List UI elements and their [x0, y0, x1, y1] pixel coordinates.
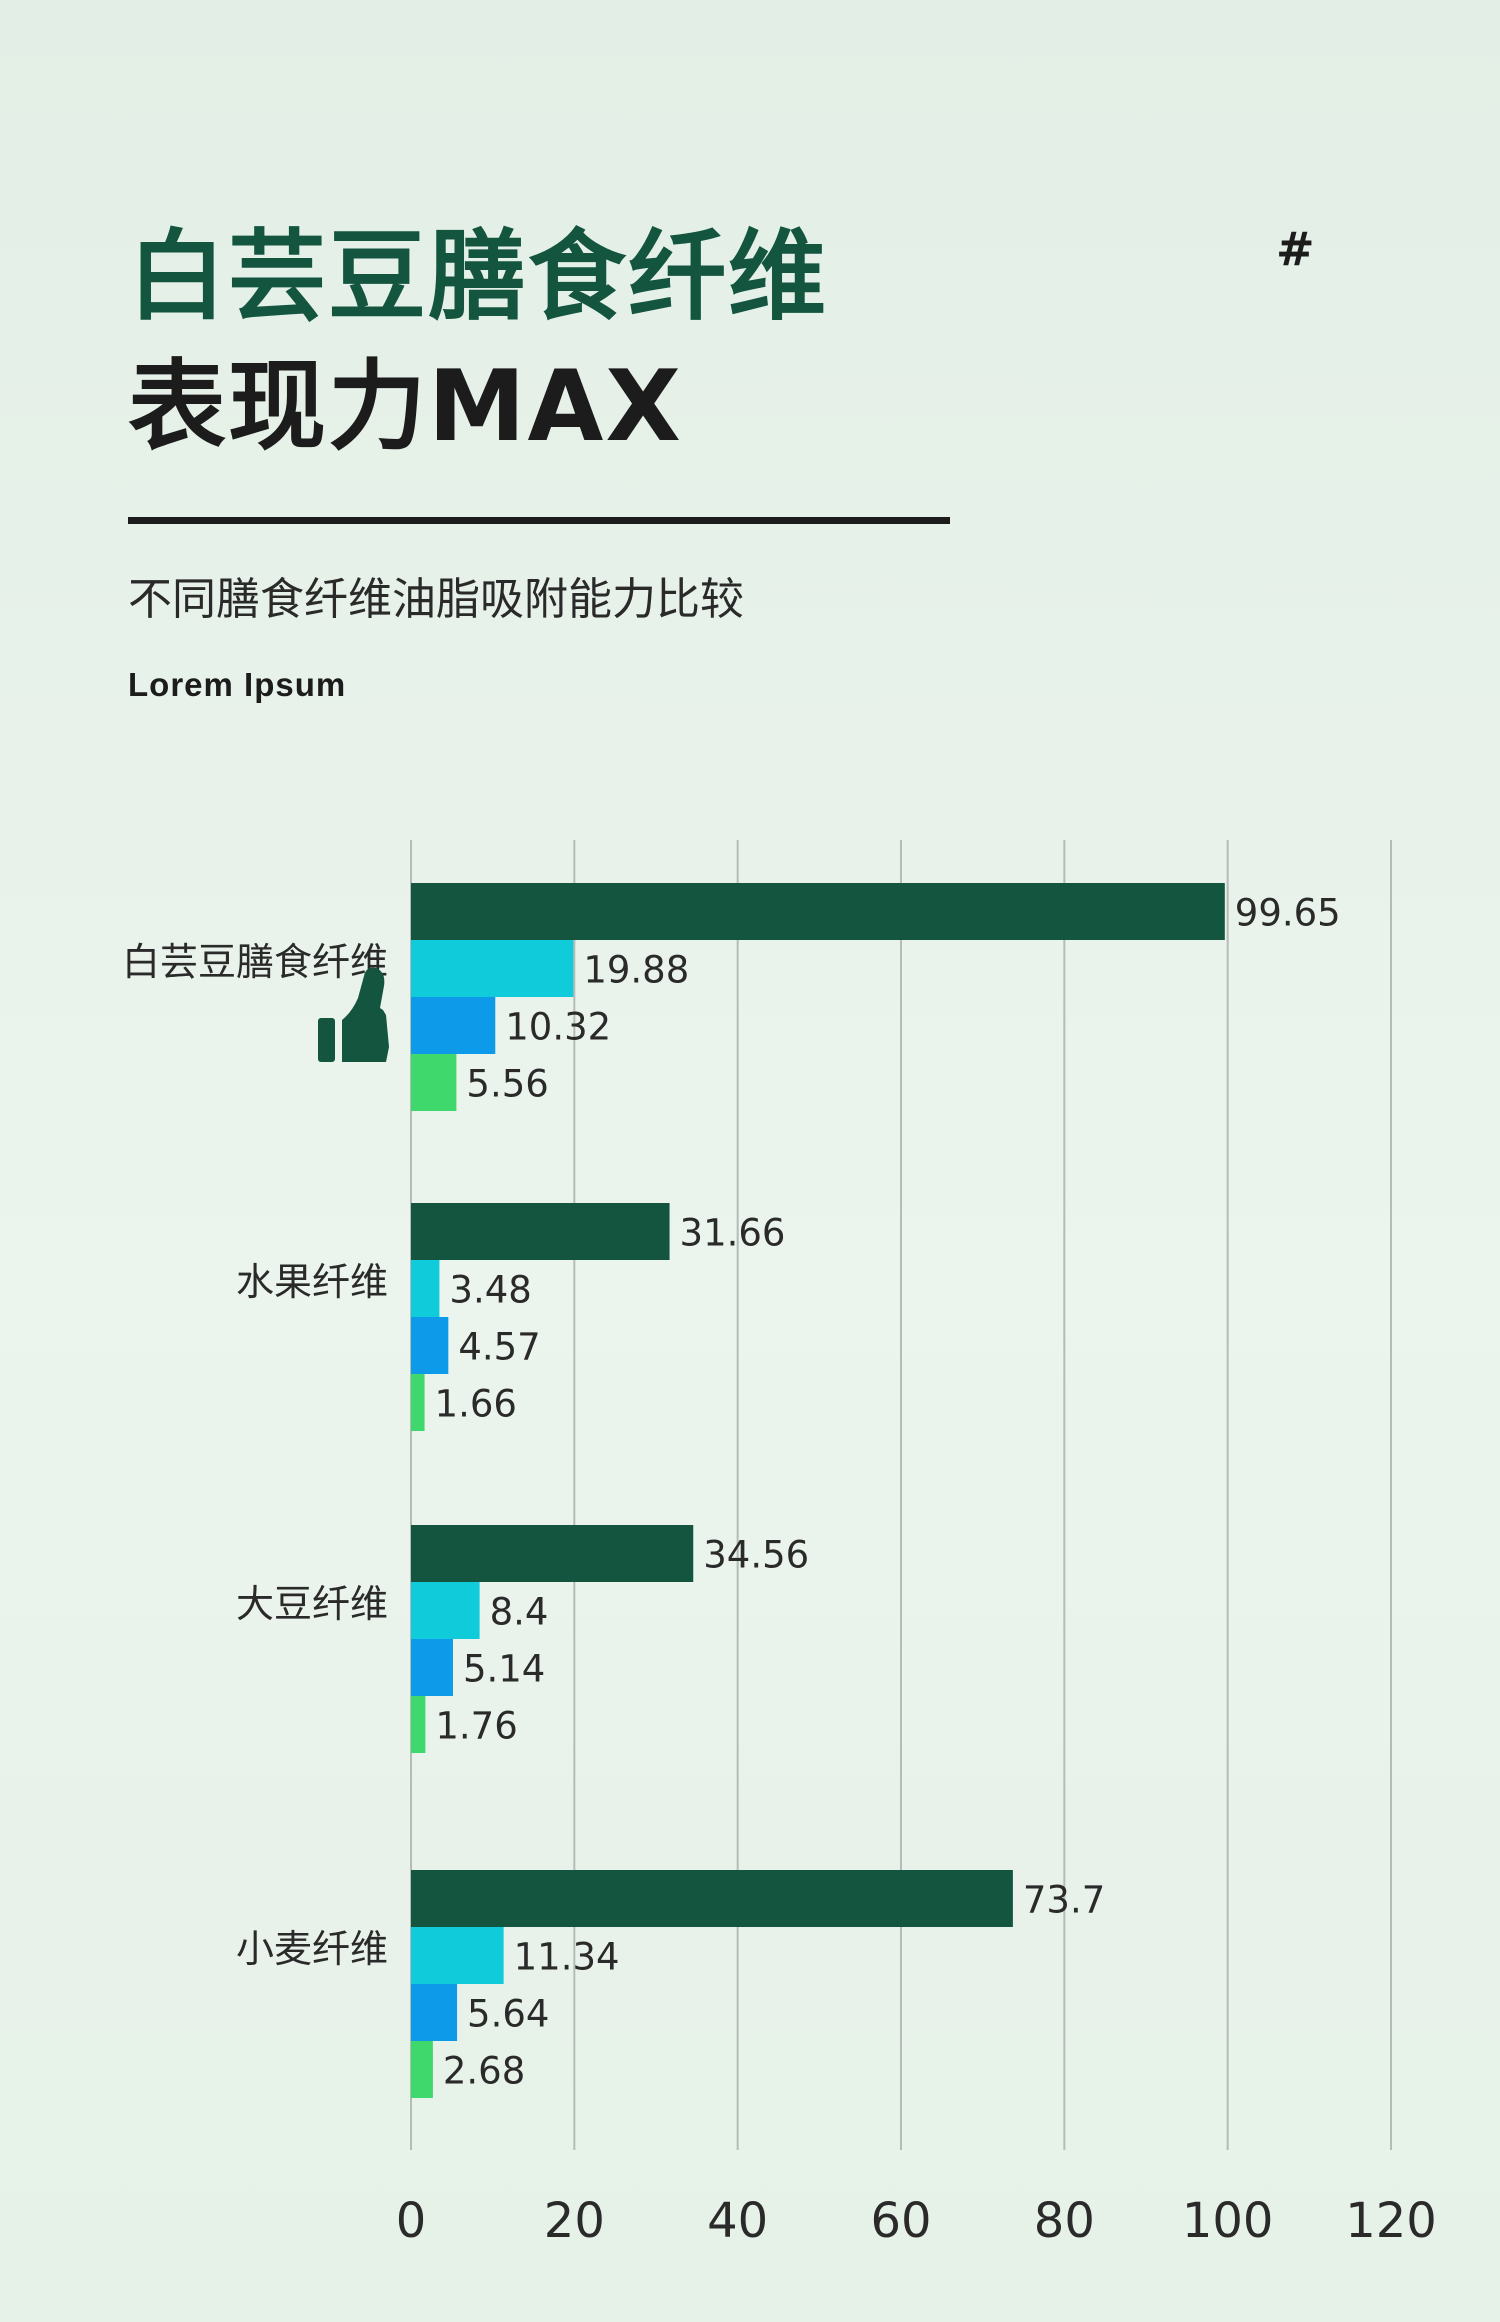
bar: [411, 1203, 670, 1260]
category-label: 大豆纤维: [236, 1582, 388, 1626]
x-tick-label: 80: [1034, 2193, 1095, 2249]
x-tick-label: 40: [707, 2193, 768, 2249]
chart-subtitle: 不同膳食纤维油脂吸附能力比较: [128, 574, 744, 625]
bar: [411, 1870, 1013, 1927]
bar: [411, 940, 574, 997]
data-label: 19.88: [583, 949, 689, 992]
bar: [411, 1260, 440, 1317]
data-label: 73.7: [1023, 1879, 1105, 1922]
data-label: 99.65: [1235, 892, 1341, 935]
bar: [411, 1054, 457, 1111]
title-divider: [128, 517, 950, 524]
data-label: 4.57: [458, 1326, 540, 1369]
x-tick-label: 20: [544, 2193, 605, 2249]
data-label: 31.66: [680, 1212, 786, 1255]
data-label: 1.76: [435, 1705, 517, 1748]
bar: [411, 1639, 453, 1696]
data-label: 8.4: [490, 1591, 549, 1634]
data-label: 1.66: [435, 1383, 517, 1426]
data-label: 5.56: [466, 1063, 548, 1106]
thumbs-up-icon: [318, 967, 389, 1062]
data-label: 34.56: [703, 1534, 809, 1577]
category-label: 小麦纤维: [236, 1927, 388, 1971]
bar: [411, 1582, 480, 1639]
x-tick-label: 100: [1182, 2193, 1274, 2249]
hash-mark: #: [1276, 222, 1315, 276]
category-label: 水果纤维: [236, 1260, 388, 1304]
data-label: 2.68: [443, 2050, 525, 2093]
data-label: 11.34: [514, 1936, 620, 1979]
bar: [411, 1927, 504, 1984]
bar: [411, 1525, 694, 1582]
data-label: 5.64: [467, 1993, 549, 2036]
data-label: 10.32: [505, 1006, 611, 1049]
x-tick-label: 0: [396, 2193, 427, 2249]
page-title-line2: 表现力MAX: [128, 350, 683, 464]
bar: [411, 997, 496, 1054]
bar: [411, 1317, 449, 1374]
bar: [411, 1374, 425, 1431]
bar: [411, 1696, 426, 1753]
bar: [411, 883, 1225, 940]
bar: [411, 2041, 433, 2098]
data-label: 3.48: [449, 1269, 531, 1312]
lorem-caption: Lorem Ipsum: [128, 666, 347, 703]
data-label: 5.14: [463, 1648, 545, 1691]
bar: [411, 1984, 458, 2041]
page-title: 白芸豆膳食纤维: [128, 220, 829, 334]
category-label: 白芸豆膳食纤维: [122, 940, 388, 984]
x-tick-label: 60: [870, 2193, 931, 2249]
x-tick-label: 120: [1345, 2193, 1437, 2249]
